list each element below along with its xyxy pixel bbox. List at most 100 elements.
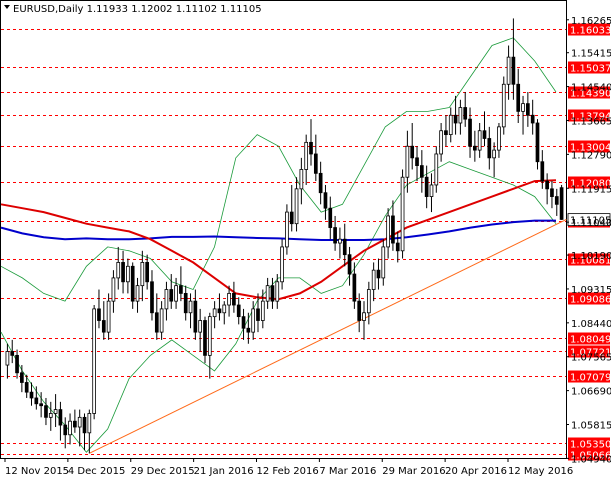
candle xyxy=(386,208,390,259)
candle-bull-body xyxy=(366,289,371,314)
candle-bear-body xyxy=(97,308,101,321)
candle xyxy=(357,293,362,333)
candle xyxy=(352,262,357,309)
dropdown-triangle-icon[interactable] xyxy=(4,5,10,9)
candle-bull-body xyxy=(159,308,164,333)
price-tick-label: 1.05815 xyxy=(571,420,611,431)
candle-bear-body xyxy=(29,391,34,399)
date-tick-label: 20 Apr 2016 xyxy=(445,466,507,477)
ohlc-low: 1.11102 xyxy=(176,4,217,15)
candle-bull-body xyxy=(477,130,482,151)
candle xyxy=(362,301,366,340)
candle xyxy=(106,293,111,340)
candle-bear-body xyxy=(419,165,424,178)
price-tick-label: 1.16265 xyxy=(571,16,611,27)
candle xyxy=(289,184,294,232)
candle xyxy=(366,281,371,325)
level-label-box xyxy=(568,140,610,153)
candle-bear-body xyxy=(333,227,337,244)
candle xyxy=(477,122,482,158)
candle-bull-body xyxy=(371,269,376,290)
candle xyxy=(468,107,472,158)
candle xyxy=(68,413,72,445)
candle-bear-body xyxy=(342,238,347,256)
candle xyxy=(169,274,174,309)
candle xyxy=(20,365,24,393)
candle xyxy=(559,184,564,220)
price-tick-label: 1.07565 xyxy=(571,353,611,364)
date-tick-label: 29 Mar 2016 xyxy=(382,466,445,477)
candle xyxy=(251,301,256,340)
candle xyxy=(198,308,203,352)
candle-bear-body xyxy=(511,56,516,85)
candle-bear-body xyxy=(376,269,381,279)
candle-bull-body xyxy=(227,293,231,306)
candle-bear-body xyxy=(357,300,362,321)
ohlc-high: 1.12002 xyxy=(131,4,172,15)
candle xyxy=(506,45,511,100)
candle-bull-body xyxy=(429,184,434,197)
candle-bear-body xyxy=(313,153,318,174)
candle xyxy=(530,99,535,135)
bollinger-bands xyxy=(0,37,557,453)
price-tick-label: 1.13665 xyxy=(571,116,611,127)
candle xyxy=(111,270,116,313)
candle xyxy=(280,239,284,290)
level-label-box xyxy=(568,345,610,358)
date-tick-label: 21 Jan 2016 xyxy=(194,466,254,477)
date-tick-label: 12 Nov 2015 xyxy=(5,466,69,477)
candle-bear-body xyxy=(44,405,48,418)
candle xyxy=(260,289,265,329)
candle-bull-body xyxy=(135,285,140,302)
candle-bull-body xyxy=(285,211,289,248)
candle xyxy=(381,239,386,286)
level-label-box xyxy=(568,176,610,189)
candle xyxy=(540,150,545,189)
price-tick-label: 1.06690 xyxy=(571,387,611,398)
candle-bull-body xyxy=(126,265,130,283)
candle xyxy=(275,274,280,309)
price-axis: 1.16265 1.15415 1.14540 1.13665 1.12790 1.119… xyxy=(566,16,611,465)
candle-bear-body xyxy=(395,242,400,252)
level-label-box xyxy=(568,253,610,266)
trendline-layer xyxy=(89,218,567,454)
candle-bull-body xyxy=(458,107,463,124)
candle xyxy=(15,349,19,379)
price-tick-label: 1.08440 xyxy=(571,319,611,330)
candle xyxy=(526,92,530,127)
level-label-box xyxy=(568,292,610,305)
candle-bull-body xyxy=(222,304,227,314)
candle-bull-body xyxy=(260,300,265,321)
trendline xyxy=(89,218,567,454)
candle xyxy=(501,76,506,135)
candle-bear-body xyxy=(554,196,559,205)
candle-bull-body xyxy=(448,114,453,136)
candle-bull-body xyxy=(116,262,121,279)
candle-bull-body xyxy=(198,320,203,333)
candle-bear-body xyxy=(415,157,419,166)
candle-bear-body xyxy=(232,293,236,306)
candle xyxy=(24,374,29,398)
candle xyxy=(212,301,217,329)
candle-bear-body xyxy=(34,397,39,405)
candle-bull-body xyxy=(68,420,72,436)
candle-bull-body xyxy=(405,145,410,178)
candle-bear-body xyxy=(530,114,535,124)
candle-bear-body xyxy=(203,320,207,356)
candle-bull-body xyxy=(492,149,496,159)
candle-bear-body xyxy=(82,416,87,434)
candle xyxy=(511,18,516,100)
candle xyxy=(304,134,309,185)
candle-bear-body xyxy=(58,409,63,426)
date-tick-label: 12 May 2016 xyxy=(508,466,573,477)
candle-bear-body xyxy=(246,327,251,333)
candle-bear-body xyxy=(352,273,357,302)
candle xyxy=(535,119,540,170)
level-label: 1.09086 xyxy=(570,295,611,306)
timeframe-label: Daily xyxy=(58,4,83,15)
candle xyxy=(342,223,347,267)
candle xyxy=(395,231,400,263)
candle xyxy=(87,409,92,454)
